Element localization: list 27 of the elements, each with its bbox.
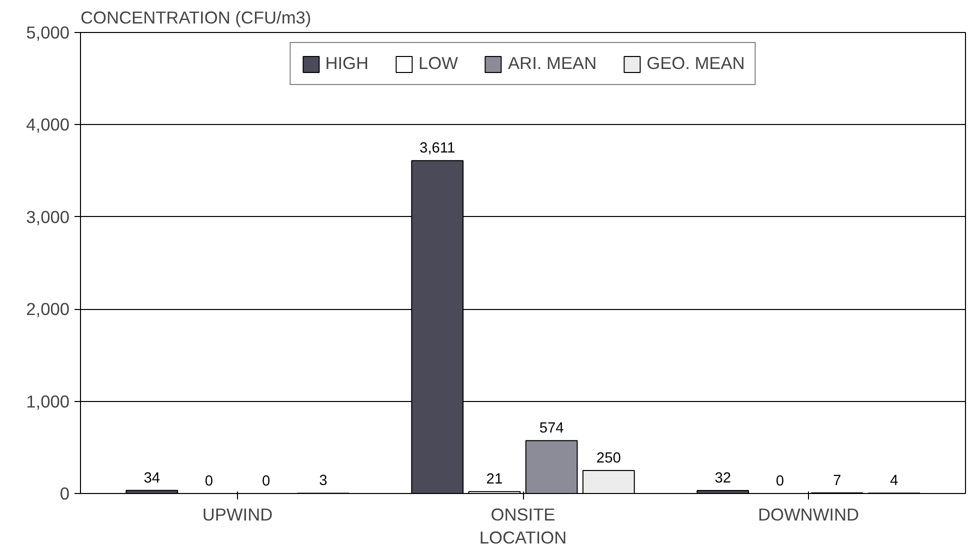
data-label: 0 (262, 474, 270, 490)
data-label: 0 (204, 474, 214, 490)
legend-label: HIGH (325, 53, 369, 74)
x-tick-label: UPWIND (202, 504, 273, 524)
legend-label: GEO. MEAN (646, 53, 745, 74)
data-label: 7 (832, 472, 842, 489)
y-tick-label: 0 (60, 484, 70, 504)
y-tick-label: 5,000 (26, 22, 70, 42)
legend-label: ARI. MEAN (508, 53, 597, 74)
y-tick-label: 4,000 (26, 114, 70, 135)
legend-label: LOW (418, 53, 458, 74)
y-tick-label: 2,000 (26, 299, 70, 320)
data-label: 32 (714, 470, 731, 487)
data-label: 4 (890, 473, 898, 490)
y-tick-label: 3,000 (26, 206, 70, 227)
data-label: 574 (539, 420, 564, 437)
x-tick-label: ONSITE (490, 504, 556, 524)
data-label: 3 (319, 473, 328, 490)
y-axis-title: CONCENTRATION (CFU/m3) (80, 8, 312, 28)
data-label: 0 (776, 474, 784, 490)
data-label: 34 (144, 470, 160, 486)
data-label: 21 (486, 472, 503, 488)
x-axis-title: LOCATION (479, 528, 567, 548)
data-label: 250 (596, 450, 621, 466)
y-tick-label: 1,000 (26, 391, 70, 412)
data-label: 3,611 (420, 140, 456, 157)
x-tick-label: DOWNWIND (758, 504, 860, 524)
